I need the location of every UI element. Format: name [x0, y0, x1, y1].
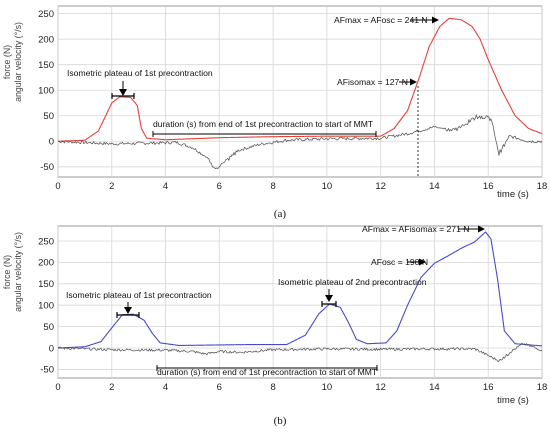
plot-frame-a	[57, 5, 543, 178]
y-tick-label-a-1: 0	[49, 137, 54, 148]
x-tick-label-a-0: 0	[55, 181, 60, 192]
y-tick-label-a-6: 250	[38, 9, 54, 20]
y-tick-label-b-4: 150	[38, 279, 54, 290]
annotation-arrowhead-afmax-a	[432, 16, 439, 24]
annotation-plateau-1-a: Isometric plateau of 1st precontraction	[67, 68, 213, 78]
x-tick-label-a-1: 2	[109, 181, 114, 192]
x-tick-label-b-7: 14	[429, 382, 440, 393]
y-tick-label-b-0: -50	[40, 365, 54, 376]
y-tick-label-a-2: 50	[43, 111, 54, 122]
plateau-bracket-2-b	[321, 301, 337, 307]
x-tick-label-b-0: 0	[55, 382, 60, 393]
x-tick-label-a-4: 8	[270, 181, 275, 192]
x-tick-label-a-9: 18	[537, 181, 548, 192]
x-tick-label-b-1: 2	[109, 382, 114, 393]
x-tick-label-b-2: 4	[163, 382, 168, 393]
x-tick-label-b-9: 18	[537, 382, 548, 393]
x-tick-label-a-2: 4	[163, 181, 168, 192]
x-tick-labels-b: 0 2 4 6 8 10 12 14 16 18	[55, 382, 547, 393]
series-line-b-1	[57, 342, 543, 362]
y-axis-label-b-line2: angular velocity (°/s)	[13, 232, 23, 312]
annotation-plateau-2-b: Isometric plateau of 2nd precontraction	[278, 277, 427, 287]
duration-bracket-a	[152, 131, 377, 137]
plateau-bracket-1-b	[116, 312, 140, 318]
y-tick-label-b-2: 50	[43, 322, 54, 333]
annotation-afmax-a: AFmax = AFosc = 241 N	[334, 15, 428, 25]
y-tick-label-b-3: 100	[38, 301, 54, 312]
plot-frame-b	[57, 225, 543, 379]
x-tick-label-a-3: 6	[217, 181, 222, 192]
annotation-arrowhead-plateau-2-b	[325, 295, 333, 302]
y-axis-label-a-line1: force (N)	[2, 45, 12, 79]
grid-b	[57, 226, 543, 378]
x-tick-label-b-6: 12	[375, 382, 386, 393]
annotation-plateau-1-b: Isometric plateau of 1st precontraction	[66, 290, 212, 300]
x-tick-labels-a: 0 2 4 6 8 10 12 14 16 18	[55, 181, 547, 192]
y-axis-label-b-line1: force (N)	[2, 255, 12, 289]
annotation-afosc-b: AFosc = 198 N	[371, 257, 428, 267]
caption-b: (b)	[274, 415, 287, 427]
annotation-arrowhead-afmax-b	[478, 225, 485, 233]
x-tick-label-b-8: 16	[483, 382, 494, 393]
annotation-arrowhead-plateau-1-b	[124, 307, 132, 314]
x-tick-label-a-8: 16	[483, 181, 494, 192]
series-line-a-0	[57, 17, 543, 142]
y-tick-label-b-6: 250	[38, 236, 54, 247]
annotation-afiso-a: AFisomax = 127 N	[337, 77, 408, 87]
annotation-duration-a: duration (s) from end of 1st precontract…	[153, 119, 374, 129]
series-line-a-1	[57, 114, 543, 170]
x-tick-label-a-6: 12	[375, 181, 386, 192]
x-axis-label-b: time (s)	[497, 395, 529, 406]
annotation-arrowhead-afosc-b	[419, 258, 426, 266]
y-tick-label-a-5: 200	[38, 34, 54, 45]
x-axis-label-a: time (s)	[497, 189, 529, 200]
y-tick-label-a-3: 100	[38, 86, 54, 97]
x-tick-label-a-7: 14	[429, 181, 440, 192]
x-tick-label-b-5: 10	[322, 382, 333, 393]
x-tick-label-b-3: 6	[217, 382, 222, 393]
x-tick-label-a-5: 10	[322, 181, 333, 192]
annotation-afmax-b: AFmax = AFisomax = 271 N	[362, 224, 469, 234]
duration-bracket-b	[156, 365, 378, 371]
series-group-a	[57, 17, 543, 170]
plateau-bracket-1-a	[111, 93, 135, 99]
y-tick-label-a-0: -50	[40, 162, 54, 173]
y-tick-label-b-1: 0	[49, 343, 54, 354]
grid-a	[57, 6, 543, 177]
annotation-arrowhead-plateau-1-a	[119, 89, 127, 96]
annotation-arrowhead-afiso-a	[410, 78, 417, 86]
y-tick-label-b-5: 200	[38, 258, 54, 269]
y-tick-label-a-4: 150	[38, 60, 54, 71]
y-tick-labels-b: -50 0 50 100 150 200 250	[38, 236, 54, 375]
caption-a: (a)	[274, 208, 287, 220]
x-tick-label-b-4: 8	[270, 382, 275, 393]
annotation-duration-b: duration (s) from end of 1st precontract…	[157, 367, 378, 377]
y-tick-labels-a: -50 0 50 100 150 200 250	[38, 9, 54, 173]
y-axis-label-a-line2: angular velocity (°/s)	[13, 22, 23, 102]
